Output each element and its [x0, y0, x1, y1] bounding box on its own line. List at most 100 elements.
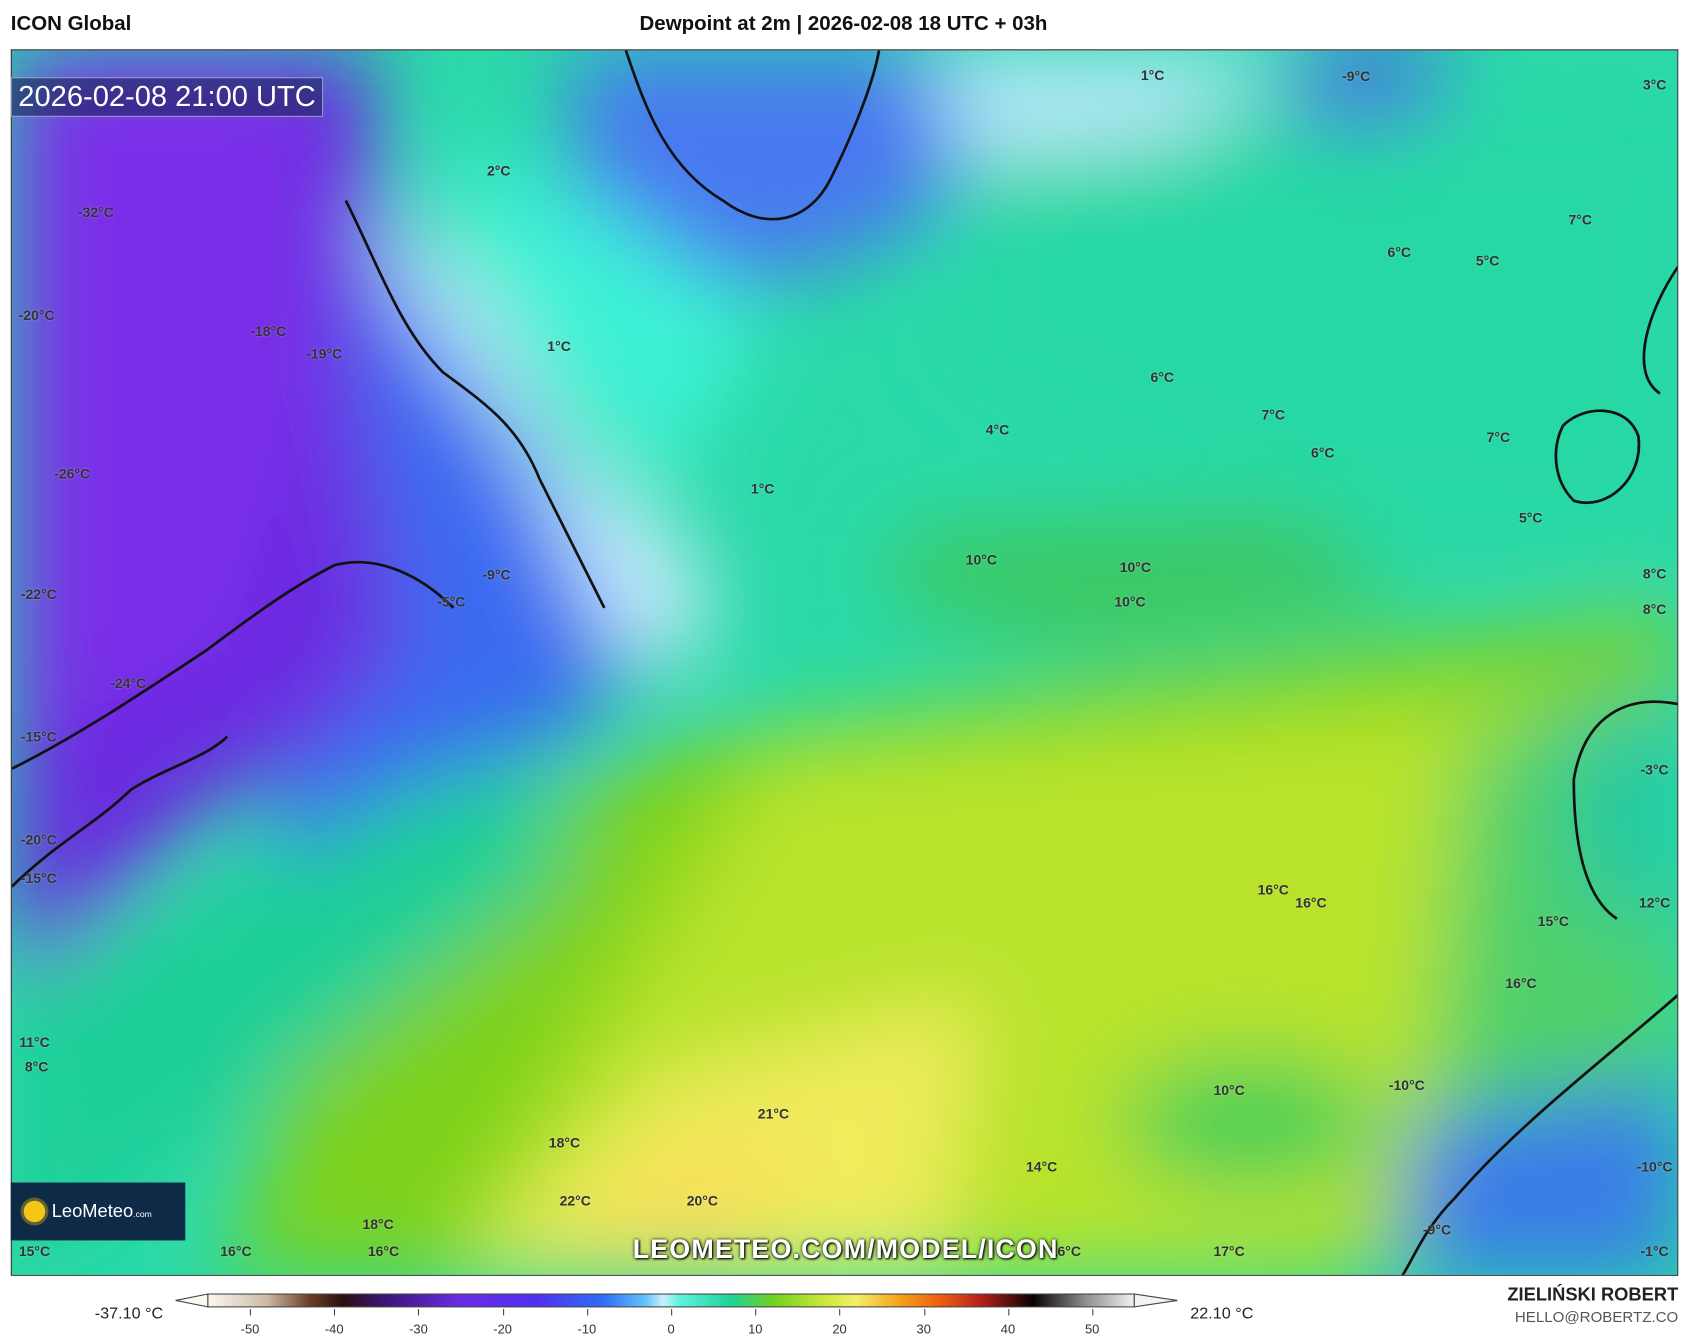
temperature-label: 8°C	[1642, 600, 1667, 617]
colorbar-tick-label: 10	[748, 1321, 763, 1337]
colorbar-tick-mark	[1007, 1309, 1010, 1316]
sun-icon	[23, 1200, 46, 1223]
logo-suffix: .com	[133, 1209, 152, 1219]
colorbar-max-label: 22.10 °C	[1190, 1304, 1254, 1323]
temperature-label: -10°C	[1388, 1076, 1425, 1094]
temperature-label: 5°C	[1475, 252, 1500, 269]
colorbar-tick-label: 40	[1000, 1321, 1016, 1337]
temperature-label: 10°C	[1119, 559, 1152, 576]
temperature-label: 10°C	[965, 551, 997, 568]
watermark: LEOMETEO.COM/MODEL/ICON	[632, 1234, 1059, 1265]
temperature-label: -18°C	[250, 323, 287, 340]
colorbar-min-arrow	[175, 1293, 209, 1308]
temperature-label: 6°C	[1387, 243, 1412, 260]
leometeo-logo[interactable]: LeoMeteo.com	[10, 1182, 186, 1241]
temperature-label: 15°C	[1537, 912, 1569, 929]
colorbar-tick-mark	[502, 1309, 504, 1316]
colorbar-tick-label: 20	[832, 1321, 847, 1337]
temperature-label: -19°C	[306, 345, 343, 362]
coastlines	[11, 50, 1678, 1275]
colorbar-tick-label: 30	[916, 1321, 931, 1337]
temperature-label: -26°C	[54, 465, 91, 482]
author-email[interactable]: HELLO@ROBERTZ.CO	[1514, 1307, 1679, 1326]
temperature-label: -15°C	[20, 870, 57, 887]
temperature-label: 4°C	[985, 421, 1010, 438]
colorbar-tick-label: 0	[667, 1321, 675, 1337]
temperature-label: -24°C	[110, 674, 147, 691]
temperature-label: -20°C	[20, 831, 57, 848]
temperature-label: 7°C	[1568, 211, 1593, 228]
temperature-label: 17°C	[1213, 1243, 1245, 1260]
colorbar-bar	[207, 1293, 1135, 1308]
temperature-label: 18°C	[362, 1216, 394, 1233]
colorbar-tick-mark	[418, 1309, 420, 1316]
temperature-label: 18°C	[548, 1134, 581, 1151]
colorbar-tick-mark	[1092, 1309, 1094, 1316]
colorbar-tick-label: -10	[577, 1321, 597, 1337]
temperature-label: -9°C	[1342, 68, 1371, 85]
temperature-label: -10°C	[1636, 1158, 1673, 1175]
temperature-label: 6°C	[1150, 369, 1175, 386]
colorbar: -37.10 °C -50 -40 -30 -20 -10 0 10 20 30 40 50 22.…	[0, 1281, 1689, 1338]
colorbar-tick-mark	[249, 1309, 252, 1316]
temperature-label: -20°C	[18, 307, 55, 324]
temperature-label: 8°C	[24, 1058, 49, 1075]
temperature-label: 12°C	[1638, 894, 1671, 911]
colorbar-tick-label: -20	[493, 1321, 512, 1337]
temperature-label: 16°C	[1505, 975, 1537, 992]
temperature-label: -1°C	[1640, 1243, 1669, 1260]
temperature-label: 16°C	[1257, 881, 1289, 898]
temperature-label: 3°C	[1642, 76, 1667, 93]
temperature-label: 6°C	[1311, 444, 1335, 461]
valid-time-label: 2026-02-08 21:00 UTC	[10, 77, 324, 117]
temperature-label: -9°C	[482, 566, 511, 583]
temperature-label: 16°C	[1049, 1243, 1081, 1260]
temperature-label: 10°C	[1213, 1082, 1245, 1099]
temperature-label: 22°C	[559, 1192, 591, 1209]
dewpoint-map[interactable]: 1°C -9°C 3°C 2°C -32°C 7°C 6°C 5°C -20°C -18°C -19…	[10, 49, 1679, 1276]
logo-name: LeoMeteo	[51, 1200, 134, 1222]
map-title: Dewpoint at 2m | 2026-02-08 18 UTC + 03h	[639, 12, 1048, 36]
temperature-label: 16°C	[1295, 894, 1327, 911]
temperature-label: 21°C	[757, 1105, 790, 1122]
colorbar-min-label: -37.10 °C	[94, 1304, 164, 1323]
temperature-label: 1°C	[1140, 67, 1165, 84]
colorbar-tick-mark	[586, 1309, 588, 1316]
colorbar-tick-mark	[334, 1309, 336, 1316]
temperature-label: 10°C	[1114, 593, 1146, 610]
temperature-label: -9°C	[1422, 1221, 1452, 1238]
colorbar-tick-mark	[923, 1309, 925, 1316]
temperature-label: 11°C	[19, 1034, 50, 1051]
temperature-label: -32°C	[77, 204, 114, 221]
temperature-label: 16°C	[367, 1243, 400, 1260]
model-name: ICON Global	[10, 12, 132, 36]
temperature-label: 15°C	[18, 1243, 51, 1260]
temperature-label: 14°C	[1026, 1158, 1058, 1175]
author-name: ZIELIŃSKI ROBERT	[1507, 1284, 1679, 1305]
colorbar-tick-label: -50	[240, 1321, 260, 1337]
temperature-label: 2°C	[486, 162, 511, 179]
temperature-label: 7°C	[1261, 406, 1286, 423]
temperature-label: 1°C	[750, 480, 775, 497]
temperature-label: 8°C	[1642, 565, 1667, 582]
temperature-label: 16°C	[220, 1243, 252, 1260]
colorbar-max-arrow	[1133, 1293, 1178, 1308]
temperature-label: 5°C	[1518, 509, 1543, 526]
colorbar-tick-label: -30	[409, 1321, 428, 1337]
temperature-label: -22°C	[20, 585, 57, 602]
temperature-label: 20°C	[686, 1192, 718, 1209]
temperature-label: 7°C	[1486, 429, 1511, 446]
colorbar-tick-label: -40	[324, 1321, 344, 1337]
temperature-label: -15°C	[20, 728, 57, 745]
colorbar-ramp	[175, 1293, 1178, 1308]
colorbar-tick-label: 50	[1084, 1321, 1100, 1337]
colorbar-tick-mark	[839, 1309, 841, 1316]
logo-text: LeoMeteo.com	[52, 1201, 152, 1222]
temperature-label: -5°C	[437, 593, 466, 610]
dewpoint-field	[11, 50, 1678, 1275]
temperature-label: 1°C	[547, 338, 571, 355]
colorbar-tick-mark	[671, 1309, 673, 1316]
colorbar-tick-mark	[755, 1309, 757, 1316]
temperature-label: -3°C	[1640, 761, 1669, 778]
